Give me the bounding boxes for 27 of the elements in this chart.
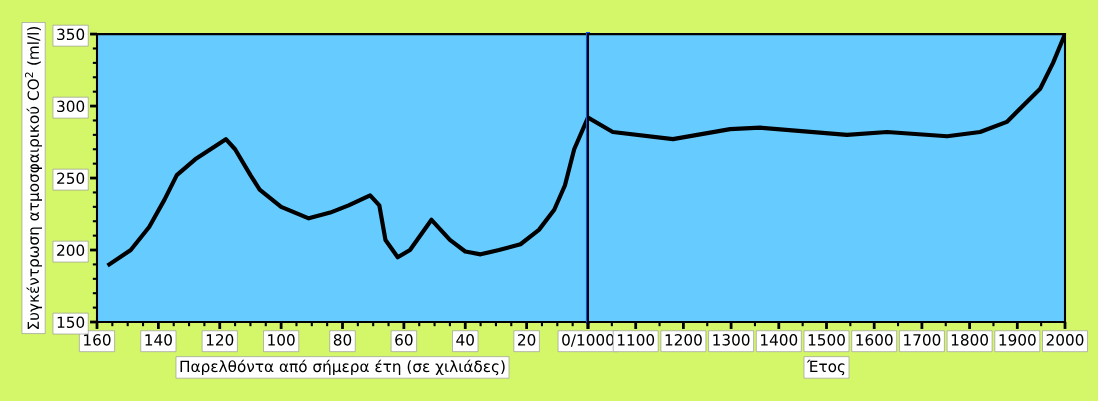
x-tick-label: 1700 — [904, 334, 941, 346]
y-tick-label: 300 — [57, 100, 85, 113]
x-tick-label: 1900 — [999, 334, 1036, 346]
x-tick-label: 1800 — [951, 334, 989, 346]
x-tick-label: 2000 — [1046, 334, 1084, 346]
x-tick-label: 1100 — [617, 334, 655, 346]
x-tick-label: 1400 — [761, 334, 798, 346]
x-tick-label: 100 — [268, 334, 295, 346]
x-tick-label: 160 — [84, 334, 111, 346]
x-tick-label: 40 — [456, 334, 474, 346]
x-tick-label: 120 — [206, 334, 234, 346]
x-tick-label: 1600 — [856, 334, 893, 346]
x-tick-label: 140 — [145, 334, 172, 346]
x-axis-title: Παρελθόντα από σήμερα έτη (σε χιλιάδες) — [180, 359, 505, 376]
x-tick-label: 1200 — [665, 334, 702, 346]
x-tick-label: 0/1000 — [562, 334, 614, 347]
x-tick-label: 1500 — [808, 334, 845, 346]
y-tick-label: 350 — [57, 28, 85, 41]
y-tick-label: 250 — [57, 172, 85, 185]
y-tick-label: 150 — [57, 316, 85, 329]
y-axis-title: Συγκέντρωση ατμοσφαιρικού CO$^{2}$ (ml/l) — [25, 26, 42, 330]
x-tick-label: 20 — [518, 334, 536, 346]
x-axis-title: Έτος — [806, 359, 845, 376]
x-tick-label: 60 — [395, 334, 413, 346]
x-tick-label: 1300 — [713, 334, 750, 346]
y-tick-label: 200 — [57, 244, 85, 257]
x-tick-label: 80 — [333, 334, 352, 346]
